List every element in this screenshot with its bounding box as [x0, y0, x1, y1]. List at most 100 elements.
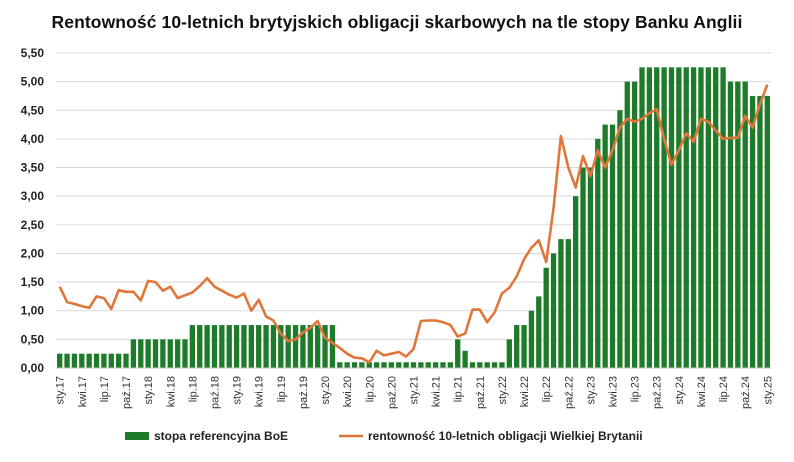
- bar-boe-rate: [477, 362, 483, 368]
- bar-boe-rate: [388, 362, 395, 368]
- bar-boe-rate: [690, 67, 697, 369]
- x-tick-label: paź.19: [298, 376, 310, 409]
- bar-boe-rate: [71, 353, 78, 368]
- bar-boe-rate: [241, 325, 247, 368]
- y-tick-label: 1,50: [21, 275, 45, 289]
- bar-boe-rate: [189, 325, 196, 368]
- bar-boe-rate: [536, 296, 542, 368]
- y-tick-label: 5,50: [21, 46, 45, 60]
- x-tick-label: lip.22: [541, 376, 553, 402]
- y-tick-label: 0,50: [21, 332, 45, 346]
- bar-boe-rate: [204, 325, 210, 368]
- bar-boe-rate: [270, 325, 277, 368]
- bar-boe-rate: [749, 95, 756, 369]
- bar-boe-rate: [602, 124, 608, 368]
- x-tick-label: kwi.17: [77, 376, 89, 407]
- bar-boe-rate: [322, 325, 328, 368]
- bar-boe-rate: [558, 239, 564, 368]
- bar-boe-rate: [211, 325, 218, 368]
- x-tick-label: paź.17: [121, 376, 133, 409]
- bar-boe-rate: [278, 325, 284, 368]
- bar-boe-rate: [344, 362, 350, 368]
- bar-boe-rate: [469, 362, 476, 368]
- bar-boe-rate: [705, 67, 711, 369]
- bar-boe-rate: [698, 67, 704, 369]
- bar-boe-rate: [455, 339, 461, 368]
- bar-boe-rate: [683, 67, 689, 369]
- bar-boe-rate: [219, 325, 225, 368]
- bar-boe-rate: [639, 67, 645, 369]
- bar-boe-rate: [174, 339, 181, 368]
- bar-boe-rate: [410, 362, 417, 368]
- x-tick-label: kwi.21: [431, 376, 443, 407]
- chart-title: Rentowność 10-letnich brytyjskich obliga…: [51, 12, 743, 32]
- x-tick-label: lip.20: [364, 376, 376, 402]
- x-tick-label: kwi.19: [254, 376, 266, 407]
- x-tick-label: lip.18: [187, 376, 199, 402]
- y-tick-label: 2,00: [21, 246, 45, 260]
- bar-boe-rate: [315, 325, 321, 368]
- legend-label-gilt-yield: rentowność 10-letnich obligacji Wielkiej…: [368, 429, 643, 443]
- x-tick-label: sty.20: [320, 376, 332, 405]
- bar-boe-rate: [565, 239, 571, 368]
- bar-boe-rate: [300, 325, 306, 368]
- bar-boe-rate: [742, 81, 748, 369]
- bar-boe-rate: [713, 67, 719, 369]
- bar-boe-rate: [263, 325, 269, 368]
- bar-boe-rate: [727, 81, 734, 369]
- bar-boe-rate: [108, 353, 114, 368]
- bar-boe-rate: [624, 81, 630, 369]
- bar-boe-rate: [484, 362, 490, 368]
- bar-boe-rate: [57, 353, 63, 368]
- bar-boe-rate: [521, 325, 527, 368]
- bar-boe-rate: [366, 362, 372, 368]
- bar-boe-rate: [440, 362, 446, 368]
- bar-boe-rate: [573, 196, 579, 368]
- bar-boe-rate: [720, 67, 726, 369]
- bar-boe-rate: [138, 339, 144, 368]
- bar-boe-rate: [646, 67, 653, 369]
- bar-boe-rate: [351, 362, 358, 368]
- bar-boe-rate: [735, 81, 741, 369]
- bar-boe-rate: [528, 310, 535, 368]
- y-tick-label: 1,00: [21, 304, 45, 318]
- x-tick-label: lip.24: [718, 376, 730, 402]
- bar-boe-rate: [123, 353, 129, 368]
- bar-boe-rate: [580, 167, 586, 368]
- y-tick-label: 5,00: [21, 75, 45, 89]
- bar-boe-rate: [152, 339, 159, 368]
- x-tick-label: sty.22: [497, 376, 509, 405]
- bar-boe-rate: [425, 362, 431, 368]
- bar-boe-rate: [418, 362, 424, 368]
- legend-swatch-boe-rate: [125, 432, 149, 440]
- bar-boe-rate: [757, 95, 763, 369]
- x-tick-label: paź.22: [563, 376, 575, 409]
- x-tick-label: sty.24: [674, 376, 686, 405]
- bar-boe-rate: [307, 325, 313, 368]
- x-tick-label: lip.19: [276, 376, 288, 402]
- bar-boe-rate: [182, 339, 188, 368]
- y-tick-label: 0,00: [21, 361, 45, 375]
- bar-boe-rate: [676, 67, 682, 369]
- bar-boe-rate: [160, 339, 166, 368]
- bar-boe-rate: [226, 325, 232, 368]
- x-tick-label: sty.19: [232, 376, 244, 405]
- bar-boe-rate: [462, 350, 468, 368]
- legend-label-boe-rate: stopa referencyjna BoE: [154, 429, 288, 443]
- x-tick-label: sty.18: [143, 376, 155, 405]
- y-tick-label: 3,00: [21, 189, 45, 203]
- x-tick-label: sty.23: [585, 376, 597, 405]
- bar-boe-rate: [543, 267, 549, 368]
- x-tick-label: lip.21: [453, 376, 465, 402]
- y-tick-label: 4,00: [21, 132, 45, 146]
- y-tick-label: 2,50: [21, 218, 45, 232]
- x-tick-label: paź.21: [475, 376, 487, 409]
- bar-boe-rate: [668, 67, 675, 369]
- bar-boe-rate: [130, 339, 137, 368]
- bar-boe-rate: [609, 124, 616, 368]
- bar-boe-rate: [79, 353, 85, 368]
- bar-boe-rate: [116, 353, 122, 368]
- bar-boe-rate: [396, 362, 402, 368]
- bar-boe-rate: [101, 353, 107, 368]
- bar-boe-rate: [595, 138, 601, 368]
